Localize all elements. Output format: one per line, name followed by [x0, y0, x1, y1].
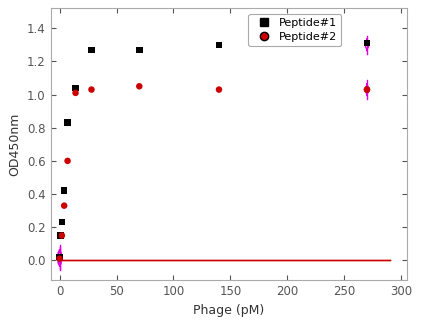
Point	[216, 42, 222, 47]
Point	[57, 233, 64, 238]
Point	[61, 203, 67, 208]
Point	[216, 87, 222, 92]
Point	[72, 90, 79, 96]
Point	[364, 41, 370, 46]
Point	[64, 120, 71, 125]
Point	[64, 158, 71, 163]
Point	[72, 85, 79, 91]
Point	[88, 87, 95, 92]
Point	[364, 87, 370, 92]
Point	[136, 47, 143, 52]
Point	[56, 256, 63, 261]
Point	[56, 254, 63, 260]
Point	[59, 220, 65, 225]
Point	[59, 233, 65, 238]
Legend: Peptide#1, Peptide#2: Peptide#1, Peptide#2	[248, 14, 341, 46]
Point	[88, 47, 95, 52]
Point	[136, 84, 143, 89]
Point	[61, 188, 67, 193]
Y-axis label: OD450nm: OD450nm	[8, 112, 21, 176]
Point	[364, 87, 370, 92]
X-axis label: Phage (pM): Phage (pM)	[193, 304, 264, 317]
